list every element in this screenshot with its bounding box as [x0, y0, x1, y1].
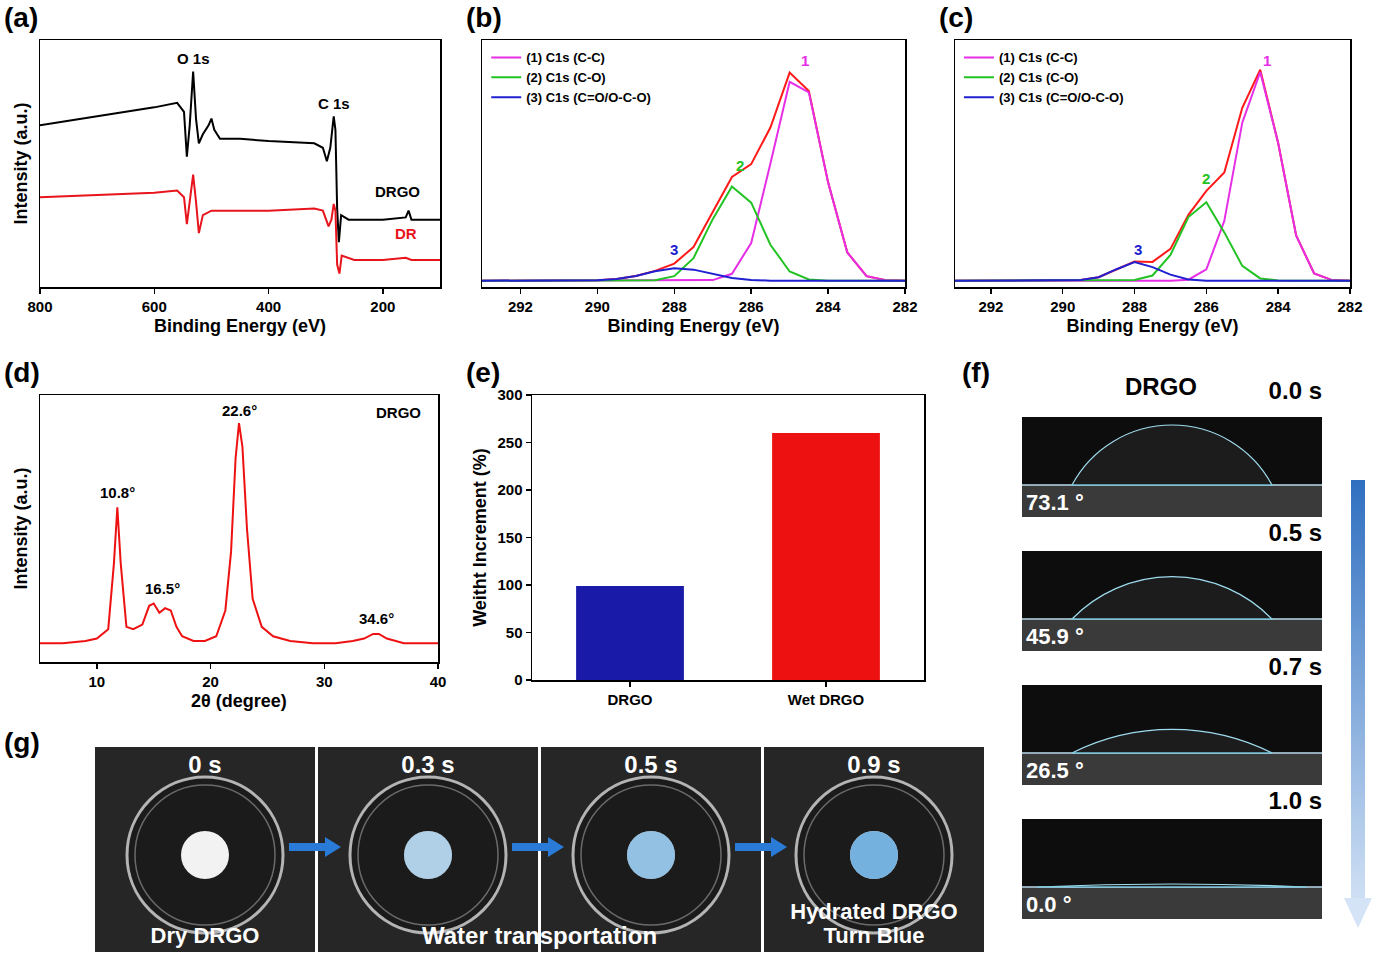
- svg-text:40: 40: [430, 673, 447, 690]
- html-text:0 s: 0 s: [188, 751, 222, 778]
- svg-text:100: 100: [497, 576, 522, 593]
- svg-text:(3) C1s (C=O/O-C-O): (3) C1s (C=O/O-C-O): [526, 90, 651, 105]
- html-text:(a): (a): [4, 2, 39, 33]
- svg-text:200: 200: [370, 298, 395, 315]
- svg-text:Weitht Increment (%): Weitht Increment (%): [470, 448, 490, 627]
- svg-text:292: 292: [508, 298, 533, 315]
- svg-text:50: 50: [506, 624, 523, 641]
- svg-text:10: 10: [89, 673, 106, 690]
- svg-text:800: 800: [27, 298, 52, 315]
- html-text:0.0 °: 0.0 °: [1026, 892, 1072, 917]
- html-text:73.1 °: 73.1 °: [1026, 490, 1084, 515]
- svg-text:1: 1: [801, 52, 809, 69]
- svg-text:292: 292: [978, 298, 1003, 315]
- svg-text:600: 600: [142, 298, 167, 315]
- svg-text:284: 284: [1266, 298, 1292, 315]
- svg-text:Intensity (a.u.): Intensity (a.u.): [11, 102, 31, 224]
- svg-text:22.6°: 22.6°: [222, 402, 257, 419]
- svg-text:O 1s: O 1s: [177, 50, 210, 67]
- svg-text:200: 200: [497, 481, 522, 498]
- svg-text:2: 2: [736, 157, 744, 174]
- svg-text:16.5°: 16.5°: [145, 580, 180, 597]
- html-text:(f): (f): [962, 357, 990, 388]
- html-text:26.5 °: 26.5 °: [1026, 758, 1084, 783]
- html-text:0.5 s: 0.5 s: [624, 751, 678, 778]
- html-text:(g): (g): [4, 727, 40, 758]
- svg-text:Binding Energy (eV): Binding Energy (eV): [154, 316, 326, 336]
- html-text:DRGO: DRGO: [1125, 373, 1197, 400]
- svg-text:Intensity (a.u.): Intensity (a.u.): [11, 467, 31, 589]
- html-text:0.7 s: 0.7 s: [1268, 653, 1322, 680]
- svg-text:290: 290: [585, 298, 610, 315]
- svg-text:288: 288: [1122, 298, 1147, 315]
- svg-text:286: 286: [739, 298, 764, 315]
- svg-text:290: 290: [1050, 298, 1075, 315]
- svg-text:1: 1: [1263, 52, 1271, 69]
- svg-text:282: 282: [1337, 298, 1362, 315]
- svg-text:0: 0: [514, 671, 522, 688]
- svg-text:400: 400: [256, 298, 281, 315]
- html-text:(b): (b): [466, 2, 502, 33]
- svg-text:2θ (degree): 2θ (degree): [191, 691, 287, 711]
- html-text:(e): (e): [466, 357, 501, 388]
- svg-text:Binding Energy (eV): Binding Energy (eV): [607, 316, 779, 336]
- svg-text:282: 282: [892, 298, 917, 315]
- svg-text:150: 150: [497, 529, 522, 546]
- html-text:0.3 s: 0.3 s: [401, 751, 455, 778]
- svg-text:(1) C1s (C-C): (1) C1s (C-C): [526, 50, 605, 65]
- svg-text:(3) C1s (C=O/O-C-O): (3) C1s (C=O/O-C-O): [999, 90, 1124, 105]
- svg-text:3: 3: [670, 241, 678, 258]
- svg-text:2: 2: [1202, 170, 1210, 187]
- html-text:Hydrated DRGO Turn Blue: Hydrated DRGO Turn Blue: [790, 899, 958, 948]
- svg-text:C 1s: C 1s: [318, 95, 350, 112]
- html-text:1.0 s: 1.0 s: [1268, 787, 1322, 814]
- html-text:Dry DRGO: Dry DRGO: [150, 923, 260, 948]
- svg-text:300: 300: [497, 386, 522, 403]
- svg-text:30: 30: [316, 673, 333, 690]
- svg-text:DRGO: DRGO: [375, 183, 420, 200]
- svg-text:288: 288: [662, 298, 687, 315]
- html-text:(d): (d): [4, 357, 40, 388]
- svg-text:284: 284: [816, 298, 842, 315]
- svg-text:DRGO: DRGO: [376, 404, 421, 421]
- svg-text:10.8°: 10.8°: [100, 484, 135, 501]
- svg-text:(2) C1s (C-O): (2) C1s (C-O): [526, 70, 605, 85]
- svg-text:DRGO: DRGO: [608, 691, 653, 708]
- html-text:(c): (c): [939, 2, 974, 33]
- svg-text:3: 3: [1134, 241, 1142, 258]
- svg-text:20: 20: [202, 673, 219, 690]
- svg-text:DR: DR: [395, 225, 417, 242]
- svg-text:250: 250: [497, 434, 522, 451]
- svg-text:(1) C1s (C-C): (1) C1s (C-C): [999, 50, 1078, 65]
- svg-text:Wet DRGO: Wet DRGO: [788, 691, 865, 708]
- html-text:45.9 °: 45.9 °: [1026, 624, 1084, 649]
- html-text:0.5 s: 0.5 s: [1268, 519, 1322, 546]
- svg-text:286: 286: [1194, 298, 1219, 315]
- html-text:Water transportation: Water transportation: [421, 922, 658, 949]
- html-text:0.9 s: 0.9 s: [847, 751, 901, 778]
- svg-text:(2) C1s (C-O): (2) C1s (C-O): [999, 70, 1078, 85]
- svg-text:Binding Energy (eV): Binding Energy (eV): [1066, 316, 1238, 336]
- svg-text:34.6°: 34.6°: [359, 610, 394, 627]
- html-text:0.0 s: 0.0 s: [1268, 377, 1322, 404]
